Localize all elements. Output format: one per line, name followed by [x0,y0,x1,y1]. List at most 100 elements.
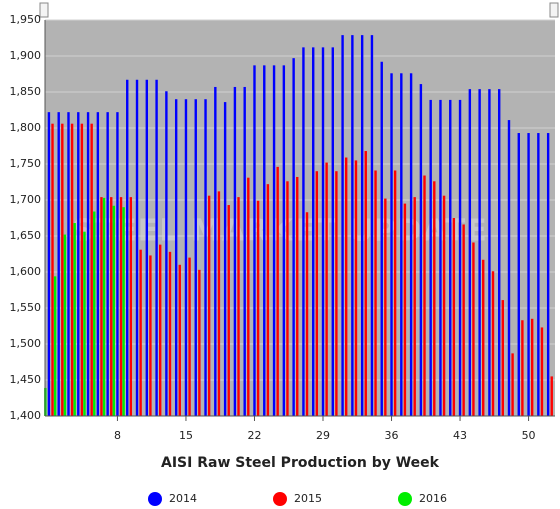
y-tick-label: 1,800 [10,121,42,134]
scroll-handle[interactable] [549,2,559,18]
y-tick-label: 1,950 [10,13,42,26]
bar [321,47,325,417]
bar [194,99,197,416]
bar [165,91,168,416]
bar [527,133,530,417]
bar [537,133,540,417]
bar [292,58,295,416]
legend-swatch [148,492,162,506]
bar [472,242,475,416]
bar [217,191,221,416]
bar [354,160,358,416]
bar [86,112,90,416]
bar [439,99,442,417]
bar [93,211,96,416]
bar [80,123,84,417]
bar [106,112,109,416]
bar [400,73,403,416]
x-tick-label: 43 [453,429,467,442]
bar [149,255,152,416]
bar [100,197,103,416]
bar [507,120,511,416]
bar [540,327,544,416]
bar [296,176,299,416]
bar [341,35,344,417]
bar [237,197,240,416]
bar [384,198,387,416]
bar [53,276,57,416]
chart-title: AISI Raw Steel Production by Week [161,455,440,471]
bar [380,61,383,416]
x-tick-label: 50 [522,429,536,442]
bar [233,86,237,417]
bar [360,35,364,417]
bar [449,99,452,417]
bar [491,271,495,416]
bar [488,89,491,417]
x-tick-label: 22 [247,429,261,442]
y-tick-label: 1,500 [10,337,42,350]
bar [370,35,374,417]
y-tick-label: 1,700 [10,193,42,206]
bar [57,112,60,416]
bar [174,99,178,416]
bar [47,112,51,416]
bar [83,231,86,416]
bar [331,47,334,417]
y-tick-label: 1,650 [10,229,42,242]
bar [458,99,462,417]
bar [325,162,328,416]
bar [198,269,201,416]
bar [207,195,211,416]
legend-swatch [398,492,412,506]
bar [498,89,501,417]
bar [227,205,230,416]
bar [110,197,113,416]
y-tick-label: 1,450 [10,373,42,386]
bar [344,157,348,416]
bar [119,197,123,416]
bar [223,102,227,416]
bar [188,257,191,416]
bar [276,166,279,416]
bar [61,123,64,417]
bar [335,171,338,416]
bar [351,35,354,417]
bar [112,205,116,416]
bar [501,300,505,416]
bar [158,244,162,416]
y-tick-label: 1,550 [10,301,42,314]
watermark: STEEL MARKET UPDATE [72,214,488,249]
bar [409,73,413,416]
bar [135,79,139,416]
scroll-handle[interactable] [39,2,49,18]
bar [511,353,514,416]
bar [122,207,125,416]
bar [530,318,534,416]
bar [429,99,432,417]
bar [178,264,181,416]
bar [433,181,436,416]
bar [305,212,309,416]
bar [302,47,305,417]
bar [374,170,377,416]
legend-swatch [273,492,287,506]
bar [452,218,456,416]
bar [393,170,397,416]
bar [482,259,485,416]
bar [550,376,553,416]
bar [462,224,465,416]
bar [263,65,266,417]
bar [521,320,524,416]
bar [67,112,70,416]
y-tick-label: 1,900 [10,49,42,62]
bar [90,123,93,417]
bar [77,112,80,416]
bar [403,203,407,416]
bar [102,197,106,416]
bar [73,223,76,416]
bar [390,73,393,416]
bar [468,89,472,417]
bar [139,249,142,416]
